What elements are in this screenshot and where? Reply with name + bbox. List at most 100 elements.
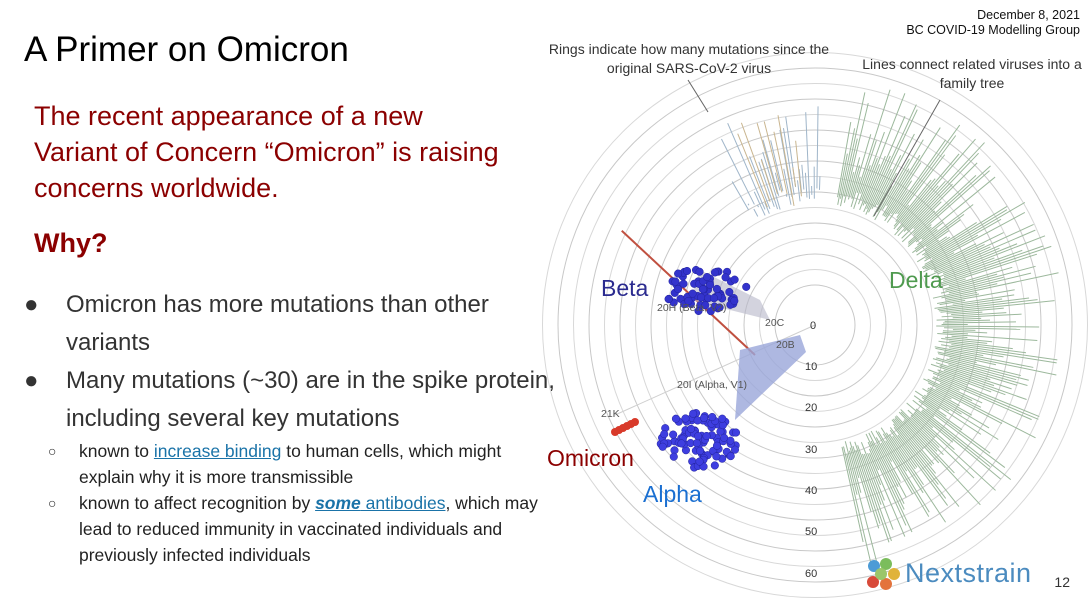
delta-branch (895, 204, 910, 223)
delta-branch (868, 432, 905, 504)
beta-sample-point (730, 275, 739, 284)
delta-branch (896, 138, 976, 231)
delta-branch (900, 409, 940, 448)
delta-branch (843, 138, 858, 197)
some-antibodies-link[interactable]: some antibodies (315, 493, 445, 513)
delta-branch (935, 388, 1003, 425)
bullet-item: ● Omicron has more mutations than other … (24, 286, 564, 362)
delta-branch (938, 371, 992, 393)
increase-binding-link[interactable]: increase binding (153, 441, 282, 461)
delta-branch (859, 93, 906, 211)
ring-value: 20 (805, 402, 817, 414)
nextstrain-brand: Nextstrain (905, 558, 1032, 588)
delta-branch (884, 180, 913, 222)
delta-branch (934, 346, 984, 357)
delta-branch (913, 165, 991, 236)
delta-branch (885, 440, 930, 513)
delta-branch (943, 245, 1044, 282)
delta-branch (893, 178, 936, 230)
delta-branch (877, 431, 930, 517)
mutation-ring (619, 129, 1011, 521)
delta-branch (849, 441, 872, 512)
ring-value: 10 (805, 361, 817, 373)
delta-branch (921, 221, 944, 240)
beta-sample-point (710, 268, 720, 277)
other-branch (795, 140, 802, 197)
delta-branch (923, 378, 982, 408)
bullet-dot-icon: ● (24, 367, 39, 394)
delta-branch (894, 416, 924, 450)
other-branch (760, 159, 775, 201)
header-meta: December 8, 2021 BC COVID-19 Modelling G… (906, 8, 1080, 38)
delta-branch (839, 128, 856, 199)
delta-branch (892, 418, 933, 466)
delta-branch (922, 409, 1012, 481)
rings-note: Rings indicate how many mutations since … (548, 41, 830, 76)
delta-branch (882, 433, 908, 472)
delta-branch (903, 152, 979, 232)
delta-branch (943, 369, 1027, 400)
delta-branch (924, 201, 1026, 262)
delta-branch (846, 453, 858, 495)
delta-branch (942, 243, 1018, 274)
date-label: December 8, 2021 (977, 8, 1080, 22)
delta-branch (939, 382, 983, 404)
delta-branch (940, 276, 1004, 294)
delta-branch (922, 236, 951, 256)
beta-sample-point (679, 279, 688, 288)
alpha-sample-point (712, 452, 721, 461)
delta-branch (935, 362, 991, 381)
beta-sample-point (674, 269, 683, 278)
alpha-sample-point (677, 439, 686, 448)
delta-branch (849, 447, 860, 479)
delta-branch (945, 291, 978, 300)
delta-branch (889, 429, 918, 468)
delta-branch (893, 179, 932, 227)
omicron-sample-point (631, 418, 639, 426)
delta-branch (938, 353, 977, 364)
delta-branch (924, 234, 979, 265)
delta-branch (939, 245, 1052, 285)
beta-branch (727, 123, 766, 210)
delta-branch (931, 244, 985, 271)
beta-sample-point (709, 294, 719, 303)
delta-branch (841, 446, 864, 543)
delta-branch (874, 158, 910, 221)
alpha-label: Alpha (643, 481, 702, 507)
sub-bullet-text: known to affect recognition by (79, 493, 316, 513)
delta-branch (847, 157, 861, 200)
delta-branch (948, 364, 1018, 386)
beta-sample-point (697, 293, 706, 302)
delta-branch (939, 365, 1012, 390)
alpha-sample-point (712, 441, 722, 450)
delta-branch (850, 176, 861, 208)
delta-branch (886, 139, 947, 223)
delta-branch (916, 206, 1008, 263)
delta-branch (928, 369, 968, 386)
phylogenetic-tree-figure: 0 10 20 30 40 50 60 20H (Beta, V2) 20C 2… (542, 52, 1088, 598)
delta-branch (918, 400, 991, 454)
delta-branch (924, 221, 977, 257)
delta-branch (897, 142, 985, 237)
delta-branch (952, 329, 976, 331)
bullet-item: ● Many mutations (~30) are in the spike … (24, 362, 564, 438)
beta-sample-point (671, 277, 680, 286)
delta-branch (844, 441, 878, 565)
delta-branch (906, 402, 954, 443)
delta-branch (926, 408, 1006, 468)
delta-branch (922, 252, 955, 270)
sub-bullet-text: known to (79, 441, 154, 461)
delta-branch (923, 232, 1004, 273)
delta-branch (927, 378, 973, 402)
clade-20i-label: 20I (Alpha, V1) (677, 379, 747, 391)
mutation-ring (743, 253, 887, 397)
delta-branch (857, 445, 892, 542)
ring-value: 40 (805, 485, 817, 497)
delta-branch (931, 218, 1002, 260)
delta-branch (895, 124, 961, 215)
other-branch (777, 115, 795, 207)
delta-branch (848, 450, 862, 493)
delta-branch (903, 420, 981, 506)
delta-branch (949, 347, 1004, 358)
delta-branch (886, 168, 910, 207)
